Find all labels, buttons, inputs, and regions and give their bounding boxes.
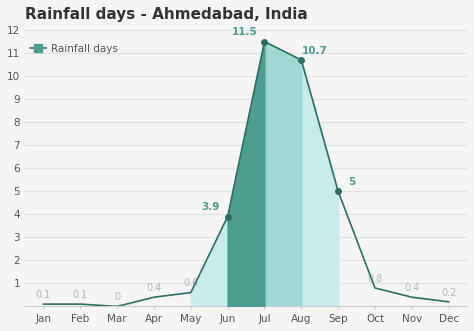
Legend: Rainfall days: Rainfall days xyxy=(30,44,118,54)
Text: Rainfall days - Ahmedabad, India: Rainfall days - Ahmedabad, India xyxy=(25,7,308,22)
Text: 0.1: 0.1 xyxy=(73,290,88,300)
Text: 11.5: 11.5 xyxy=(232,27,258,37)
Text: 0.2: 0.2 xyxy=(441,288,456,298)
Text: 10.7: 10.7 xyxy=(302,46,328,56)
Text: 3.9: 3.9 xyxy=(202,203,220,213)
Text: 0.4: 0.4 xyxy=(404,283,419,293)
Text: 0.8: 0.8 xyxy=(367,274,383,284)
Text: 0.4: 0.4 xyxy=(146,283,162,293)
Text: 0.6: 0.6 xyxy=(183,278,199,288)
Text: 0.1: 0.1 xyxy=(36,290,51,300)
Text: 5: 5 xyxy=(348,177,356,187)
Text: 0: 0 xyxy=(114,292,120,302)
